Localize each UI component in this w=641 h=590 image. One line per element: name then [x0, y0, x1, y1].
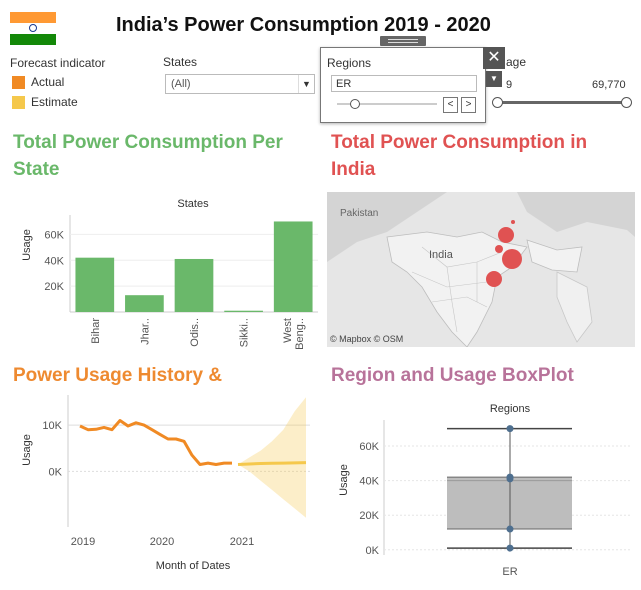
bar-ytick-label: 40K — [44, 255, 64, 267]
bar-chart-yticks: 20K 40K 60K — [44, 229, 64, 293]
legend-estimate[interactable]: Estimate — [12, 95, 78, 110]
estimate-series-line[interactable] — [237, 461, 307, 466]
states-dropdown[interactable]: (All) ▼ — [165, 74, 315, 94]
bar-xtick-label: Odis.. — [189, 318, 201, 347]
bar-xtick-label: Beng.. — [294, 318, 306, 350]
line-xtick-label: 2020 — [150, 536, 174, 548]
legend-actual-label: Actual — [31, 75, 65, 89]
chevron-down-icon[interactable]: ▼ — [298, 75, 314, 93]
map-point-west-bengal[interactable] — [502, 249, 522, 269]
forecast-band — [238, 397, 306, 518]
usage-filter-label: age — [506, 55, 527, 69]
regions-search-input[interactable]: ER — [331, 75, 477, 92]
box-plot-marks[interactable] — [447, 425, 572, 552]
map-state-borders — [411, 246, 503, 333]
box-data-point[interactable] — [506, 425, 514, 433]
map-point-odisha[interactable] — [486, 271, 502, 287]
chevron-left-icon[interactable]: < — [443, 97, 458, 113]
box-data-point[interactable] — [506, 544, 514, 552]
box-ytick-label: 20K — [359, 510, 379, 522]
box-plot-category: ER — [502, 566, 517, 578]
line-chart-xlabel: Month of Dates — [156, 560, 231, 572]
box-ytick-label: 0K — [366, 545, 380, 557]
bar-ytick-label: 60K — [44, 229, 64, 241]
legend-actual[interactable]: Actual — [12, 75, 65, 90]
actual-series-line[interactable] — [79, 419, 232, 466]
line-chart-xticks: 2019 2020 2021 — [71, 536, 254, 548]
bar-3[interactable] — [224, 310, 263, 312]
bar-0[interactable] — [75, 257, 115, 312]
box-plot-title: Regions — [490, 403, 531, 415]
bar-xtick-label: West — [282, 318, 294, 343]
caret-down-icon[interactable]: ▼ — [486, 71, 502, 87]
line-chart-yticks: 0K 10K — [42, 420, 310, 478]
line-chart: Usage 0K 10K 2019 2020 2021 Month of Dates — [21, 395, 310, 572]
map-northeast-landmass — [526, 239, 583, 273]
usage-min-value: 9 — [506, 79, 513, 91]
forecast-indicator-label: Forecast indicator — [10, 56, 106, 70]
chevron-right-icon[interactable]: > — [461, 97, 476, 113]
line-ytick-label: 0K — [49, 466, 63, 478]
box-plot: Regions Usage 0K 20K 40K 60K ER — [338, 403, 632, 578]
map-point-sikkim[interactable] — [511, 220, 515, 224]
box-plot-ylabel: Usage — [338, 464, 350, 496]
usage-max-value: 69,770 — [592, 79, 626, 91]
legend-actual-swatch — [12, 76, 25, 90]
line-xtick-label: 2019 — [71, 536, 95, 548]
bar-chart: States Usage 20K 40K 60K Bihar Jhar.. Odis..… — [21, 198, 318, 350]
close-icon[interactable]: ✕ — [483, 47, 505, 69]
bar-2[interactable] — [174, 258, 214, 312]
india-flag-image — [10, 12, 56, 45]
bar-xtick-label: Sikki.. — [239, 318, 251, 347]
map-point-jharkhand[interactable] — [495, 245, 503, 253]
bar-chart-xlabels: Bihar Jhar.. Odis.. Sikki.. West Beng.. — [90, 318, 306, 350]
box-data-point[interactable] — [506, 525, 514, 533]
flag-white-stripe — [10, 23, 56, 34]
regions-filter-label: Regions — [327, 56, 372, 70]
bar-chart-title: States — [177, 198, 209, 210]
box-ytick-label: 40K — [359, 476, 379, 488]
map-india-landmass — [386, 231, 528, 347]
line-ytick-label: 10K — [42, 420, 62, 432]
regions-filter-popup: Regions ER < > — [320, 47, 486, 123]
bar-section-title: Total Power Consumption Per State — [13, 132, 283, 180]
box-section-title: Region and Usage BoxPlot — [331, 365, 574, 386]
usage-slider-track[interactable] — [497, 101, 626, 104]
bar-1[interactable] — [125, 295, 164, 312]
ashoka-chakra-icon — [29, 24, 37, 32]
india-map[interactable]: Pakistan India © Mapbox © OSM — [327, 192, 635, 347]
bar-chart-ylabel: Usage — [21, 229, 33, 261]
page-title: India’s Power Consumption 2019 - 2020 — [116, 14, 491, 36]
bar-xtick-label: Jhar.. — [139, 318, 151, 345]
map-section-title: Total Power Consumption in India — [331, 132, 588, 180]
box-ytick-label: 60K — [359, 441, 379, 453]
map-label-india: India — [429, 249, 454, 261]
regions-slider-track[interactable] — [337, 103, 437, 105]
bar-xtick-label: Bihar — [90, 318, 102, 344]
flag-saffron-stripe — [10, 12, 56, 23]
usage-slider-max-handle[interactable] — [621, 97, 632, 108]
map-credit: © Mapbox © OSM — [330, 334, 403, 344]
regions-popup-drag-handle[interactable] — [380, 36, 426, 46]
flag-green-stripe — [10, 34, 56, 45]
map-point-bihar[interactable] — [498, 227, 514, 243]
legend-estimate-label: Estimate — [31, 95, 78, 109]
legend-estimate-swatch — [12, 96, 25, 110]
map-myanmar-landmass — [556, 271, 593, 343]
map-label-pakistan: Pakistan — [340, 208, 378, 219]
line-chart-ylabel: Usage — [21, 434, 33, 466]
line-section-title: Power Usage History & — [13, 365, 223, 386]
map-northern-region — [327, 192, 635, 262]
bar-chart-bars — [75, 221, 313, 312]
regions-slider-handle[interactable] — [350, 99, 360, 109]
states-filter-label: States — [163, 55, 198, 69]
states-dropdown-value: (All) — [171, 78, 191, 90]
bar-ytick-label: 20K — [44, 281, 64, 293]
usage-slider-min-handle[interactable] — [492, 97, 503, 108]
bar-4[interactable] — [273, 221, 313, 312]
line-xtick-label: 2021 — [230, 536, 254, 548]
box-data-point[interactable] — [506, 473, 514, 481]
